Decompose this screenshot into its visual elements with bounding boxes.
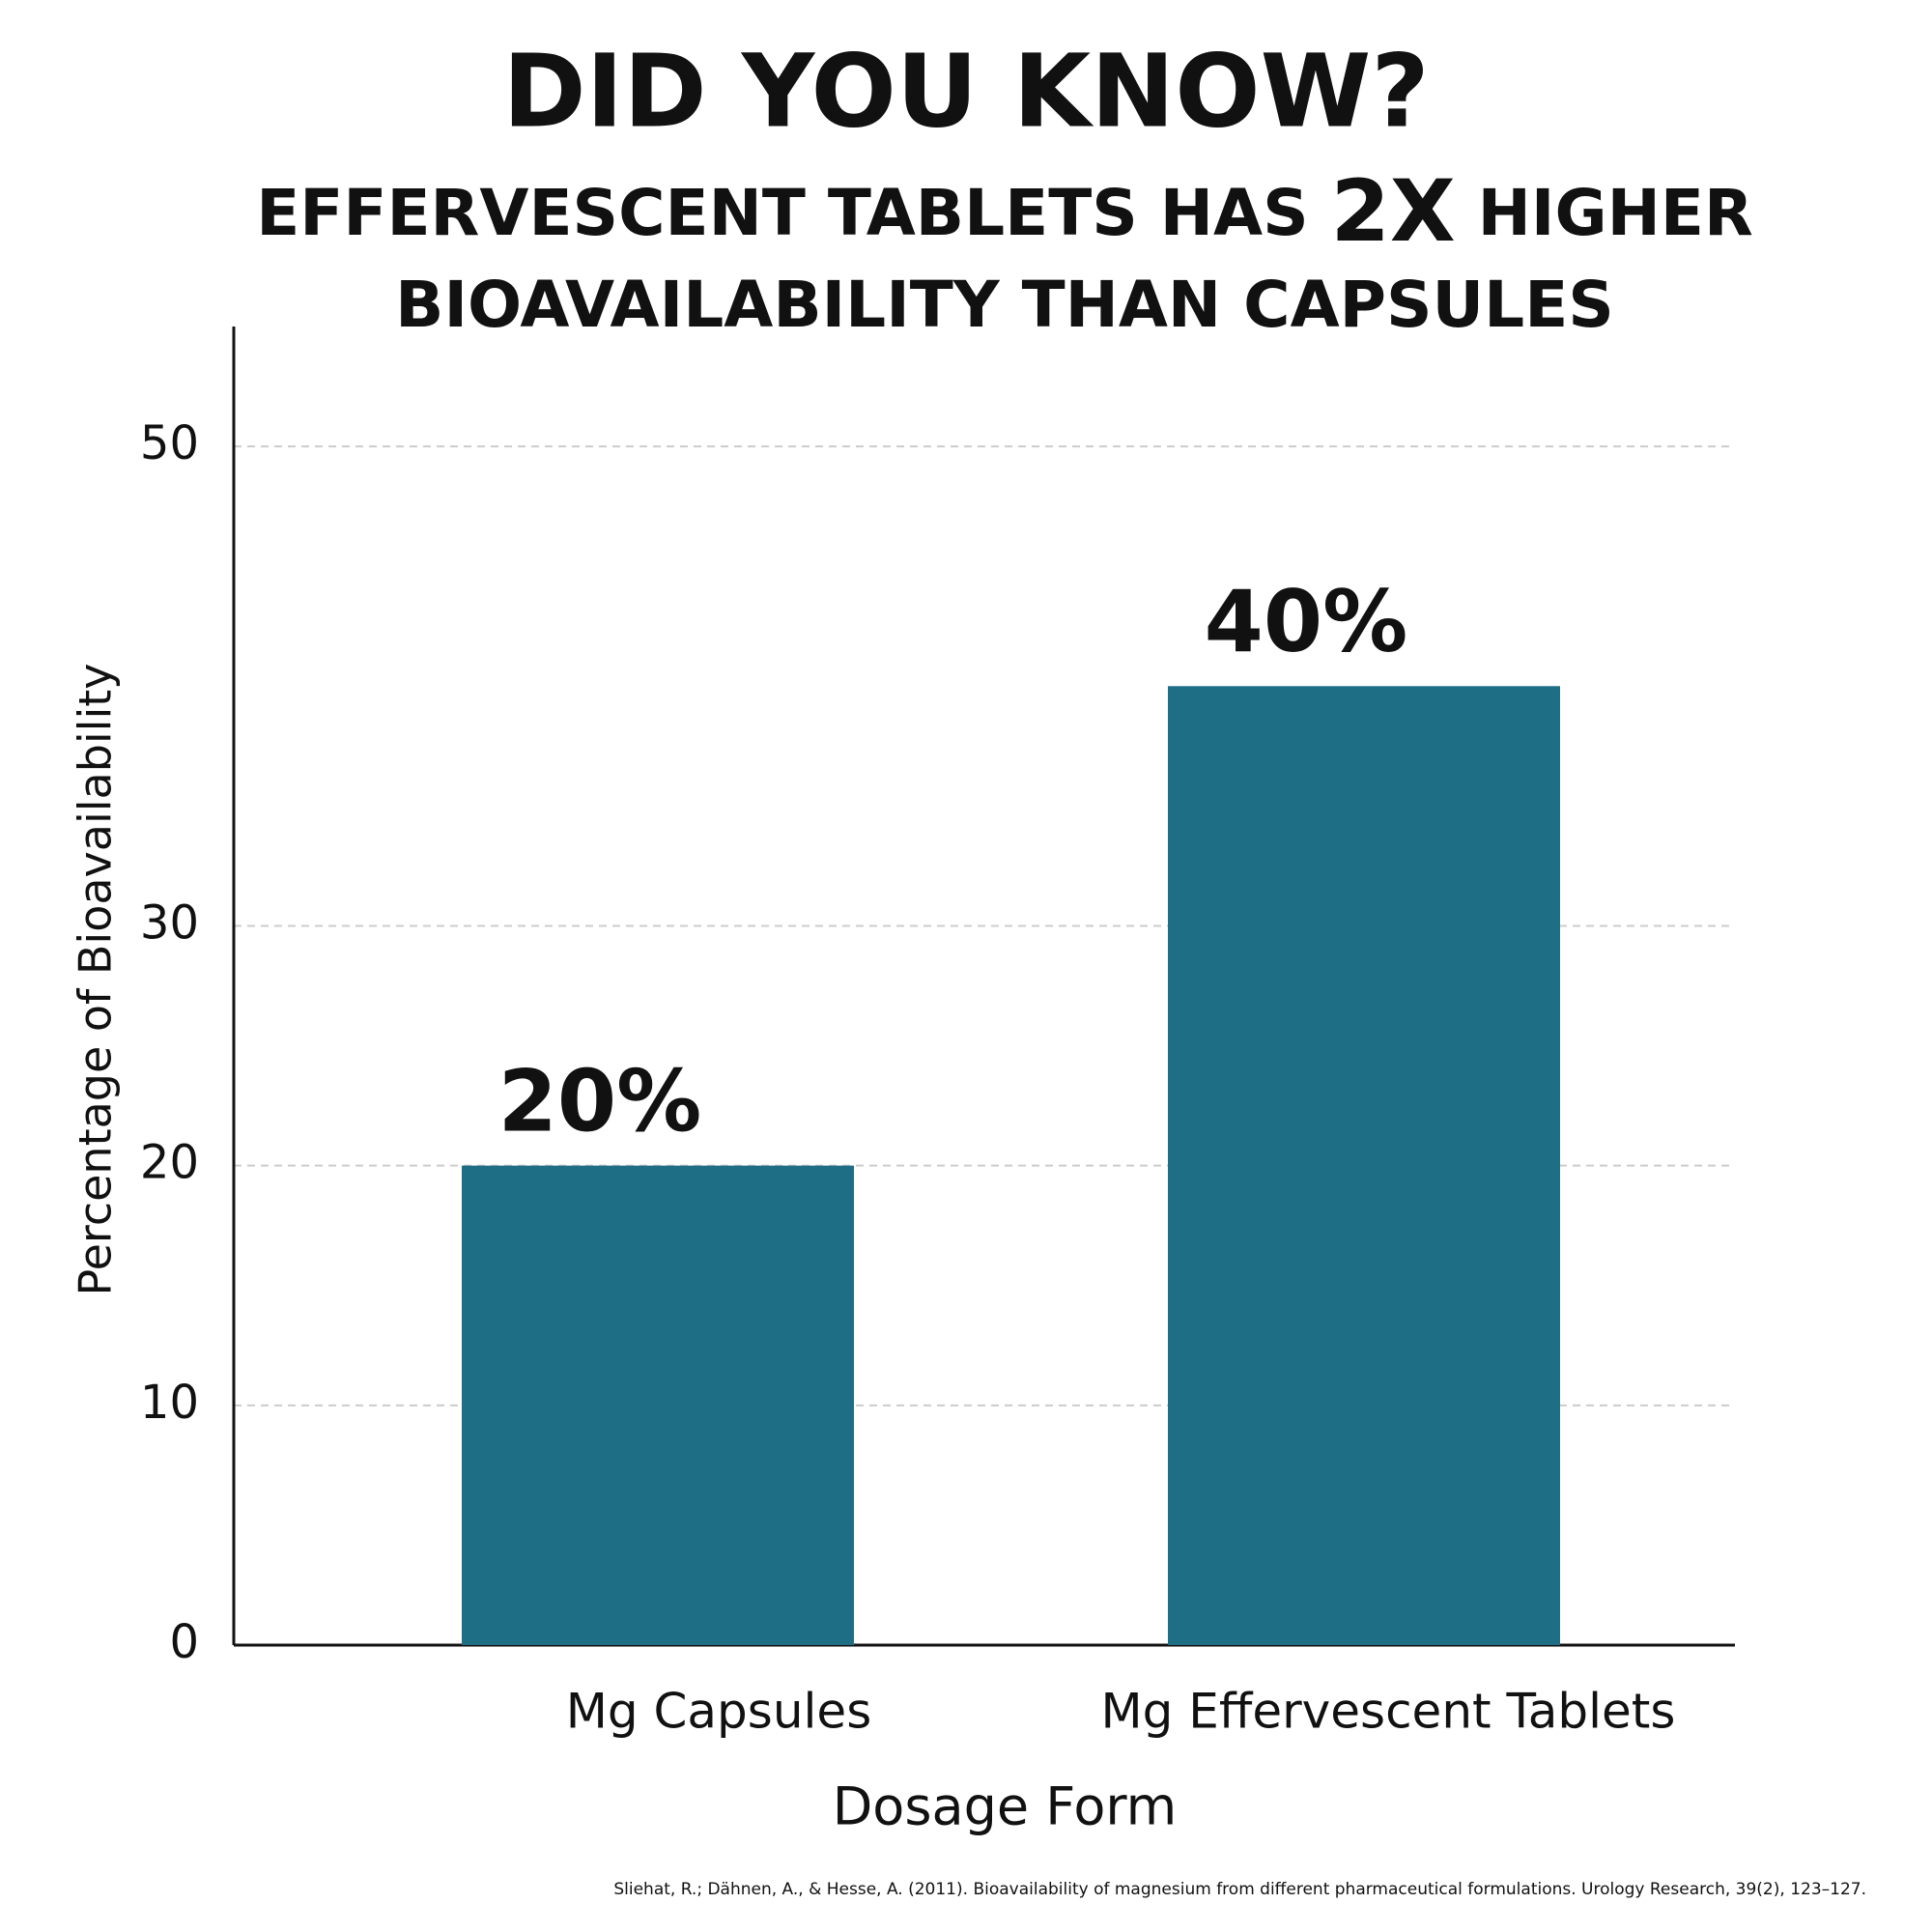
x-axis-label: Dosage Form	[833, 1776, 1178, 1837]
source-note: Sliehat, R.; Dähnen, A., & Hesse, A. (20…	[613, 1880, 1866, 1899]
value-label: 40%	[1205, 572, 1408, 671]
subtitle-highlight: 2X	[1331, 161, 1456, 261]
chart-subtitle: EFFERVESCENT TABLETS HAS 2X HIGHER	[256, 161, 1753, 261]
bar	[462, 1165, 854, 1645]
y-tick-label: 20	[140, 1136, 199, 1190]
y-tick-label: 0	[169, 1615, 199, 1669]
subtitle-part: HIGHER	[1478, 176, 1753, 250]
value-label: 20%	[498, 1052, 702, 1151]
y-tick-label: 50	[140, 416, 199, 470]
x-tick-label: Mg Capsules	[566, 1684, 872, 1740]
y-tick-label: 10	[140, 1376, 199, 1430]
subtitle-part: EFFERVESCENT TABLETS HAS	[256, 176, 1308, 250]
chart-subtitle: BIOAVAILABILITY THAN CAPSULES	[395, 268, 1614, 342]
y-axis-label: Percentage of Bioavailability	[70, 664, 122, 1296]
bar	[1168, 686, 1560, 1645]
y-tick-label: 30	[140, 895, 199, 950]
chart-title: DID YOU KNOW?	[502, 32, 1429, 150]
x-tick-label: Mg Effervescent Tablets	[1101, 1684, 1676, 1740]
